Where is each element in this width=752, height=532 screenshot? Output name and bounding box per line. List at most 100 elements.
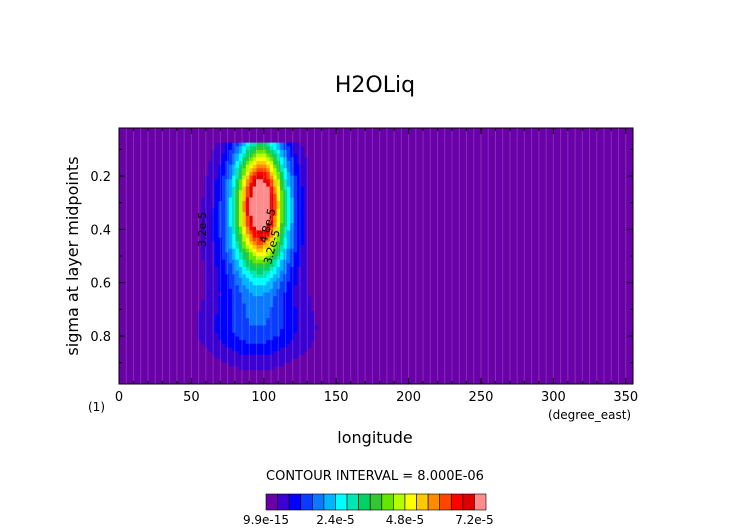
contour-cell <box>280 307 285 312</box>
contour-cell <box>228 318 233 323</box>
contour-cell <box>221 248 226 253</box>
contour-cell <box>286 321 291 327</box>
contour-cell <box>269 201 274 206</box>
contour-cell <box>242 168 247 173</box>
contour-cell <box>266 281 271 286</box>
contour-cell <box>252 325 257 330</box>
contour-cell <box>259 292 264 297</box>
contour-cell <box>300 219 305 224</box>
contour-cell <box>238 292 243 297</box>
contour-cell <box>297 226 302 231</box>
contour-cell <box>204 237 209 242</box>
contour-cell <box>211 270 216 275</box>
contour-cell <box>245 241 250 246</box>
contour-cell <box>228 171 233 177</box>
contour-cell <box>225 182 230 188</box>
contour-cell <box>283 292 288 297</box>
contour-cell <box>280 197 285 202</box>
contour-cell <box>214 299 219 305</box>
contour-cell <box>238 263 243 268</box>
contour-cell <box>225 307 230 312</box>
contour-cell <box>273 303 278 308</box>
contour-cell <box>280 212 285 217</box>
contour-cell <box>280 299 285 305</box>
contour-cell <box>297 263 302 268</box>
contour-cell <box>286 164 291 169</box>
contour-cell <box>256 256 261 261</box>
contour-cell <box>266 223 271 228</box>
contour-cell <box>262 193 267 199</box>
contour-cell <box>235 179 240 184</box>
contour-cell <box>235 146 240 151</box>
contour-cell <box>225 223 230 228</box>
contour-cell <box>256 266 261 272</box>
contour-cell <box>256 343 261 349</box>
contour-cell <box>290 146 295 151</box>
contour-cell <box>262 226 267 231</box>
contour-cell <box>280 223 285 228</box>
contour-cell <box>204 296 209 301</box>
contour-cell <box>269 208 274 213</box>
contour-cell <box>242 171 247 177</box>
contour-cell <box>221 343 226 349</box>
contour-cell <box>262 274 267 279</box>
contour-cell <box>201 325 206 330</box>
contour-cell <box>221 160 226 166</box>
contour-cell <box>232 358 237 363</box>
contour-cell <box>262 164 267 169</box>
contour-cell <box>256 164 261 169</box>
contour-cell <box>262 354 267 359</box>
contour-cell <box>214 182 219 188</box>
contour-cell <box>256 149 261 155</box>
colorbar-swatch <box>416 493 429 511</box>
contour-cell <box>293 321 298 327</box>
contour-cell <box>286 299 291 305</box>
contour-cell <box>245 245 250 250</box>
contour-cell <box>232 201 237 206</box>
contour-cell <box>262 182 267 188</box>
contour-cell <box>256 201 261 206</box>
contour-cell <box>232 237 237 242</box>
contour-cell <box>283 171 288 177</box>
contour-cell <box>259 142 264 147</box>
contour-cell <box>304 219 309 224</box>
contour-cell <box>204 343 209 349</box>
contour-cell <box>283 270 288 275</box>
contour-cell <box>256 314 261 319</box>
contour-cell <box>280 175 285 180</box>
contour-cell <box>273 186 278 191</box>
contour-cell <box>266 252 271 257</box>
contour-cell <box>286 318 291 323</box>
contour-cell <box>280 256 285 261</box>
contour-cell <box>245 307 250 312</box>
contour-cell <box>238 201 243 206</box>
contour-cell <box>225 343 230 349</box>
contour-cell <box>232 223 237 228</box>
contour-cell <box>290 234 295 239</box>
contour-cell <box>304 277 309 283</box>
contour-cell <box>280 245 285 250</box>
contour-cell <box>201 197 206 202</box>
contour-cell <box>269 241 274 246</box>
contour-cell <box>290 241 295 246</box>
contour-cell <box>256 208 261 213</box>
contour-cell <box>290 142 295 147</box>
contour-cell <box>276 336 281 341</box>
contour-cell <box>228 288 233 294</box>
contour-cell <box>266 182 271 188</box>
contour-cell <box>283 142 288 147</box>
contour-cell <box>276 171 281 177</box>
contour-cell <box>208 310 213 316</box>
contour-cell <box>201 219 206 224</box>
contour-cell <box>304 164 309 169</box>
contour-cell <box>276 314 281 319</box>
contour-cell <box>228 340 233 345</box>
contour-cell <box>283 281 288 286</box>
contour-cell <box>273 259 278 264</box>
contour-cell <box>269 215 274 221</box>
contour-cell <box>256 270 261 275</box>
contour-cell <box>266 354 271 359</box>
contour-cell <box>204 329 209 334</box>
contour-cell <box>273 146 278 151</box>
colorbar-swatch <box>439 493 452 511</box>
